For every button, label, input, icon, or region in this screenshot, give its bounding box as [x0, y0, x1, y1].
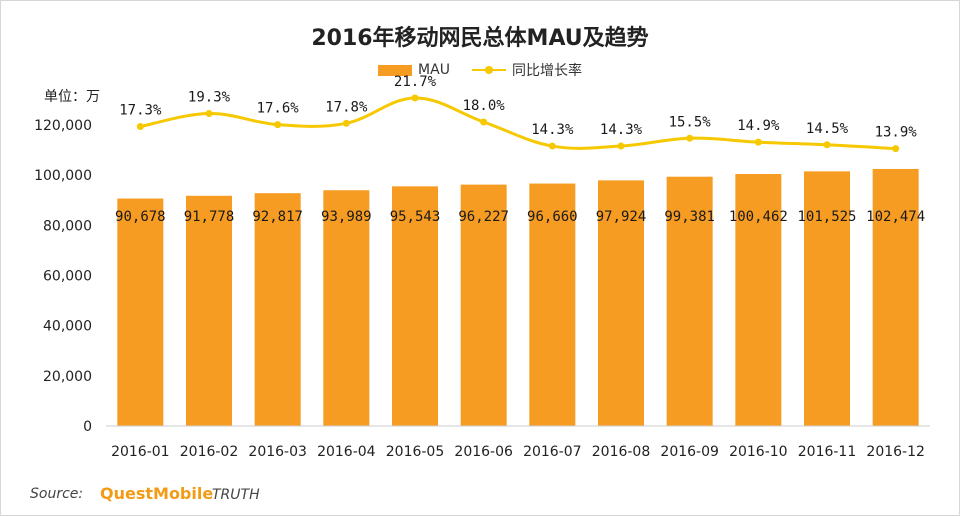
x-tick-label: 2016-01	[111, 444, 170, 460]
growth-point	[823, 141, 831, 149]
bar-value-label: 97,924	[596, 209, 647, 225]
bar	[117, 198, 164, 426]
y-tick-label: 60,000	[43, 269, 92, 285]
y-tick-label: 120,000	[34, 118, 92, 134]
growth-value-label: 14.3%	[531, 122, 574, 138]
chart-title: 2016年移动网民总体MAU及趋势	[311, 26, 649, 51]
bar	[460, 184, 507, 426]
y-tick-label: 40,000	[43, 319, 92, 335]
growth-point	[205, 110, 213, 118]
legend-label-growth: 同比增长率	[511, 63, 582, 79]
bar	[735, 174, 782, 426]
x-tick-label: 2016-12	[866, 444, 925, 460]
bar	[804, 171, 850, 426]
growth-point	[274, 121, 282, 129]
x-tick-label: 2016-05	[386, 444, 445, 460]
growth-point	[136, 123, 144, 131]
growth-point	[754, 138, 762, 146]
x-tick-label: 2016-08	[592, 444, 651, 460]
legend-swatch-bar	[378, 64, 413, 76]
bar-value-label: 100,462	[729, 209, 788, 225]
y-tick-label: 0	[83, 419, 92, 435]
bar	[323, 190, 370, 426]
growth-point	[480, 118, 488, 126]
y-tick-label: 80,000	[43, 218, 92, 234]
x-tick-label: 2016-10	[729, 444, 788, 460]
growth-value-label: 14.3%	[600, 122, 643, 138]
bar	[598, 180, 644, 426]
growth-value-label: 17.6%	[257, 101, 300, 117]
growth-point	[892, 145, 900, 153]
bar-value-label: 92,817	[252, 209, 303, 225]
y-tick-label: 20,000	[43, 369, 92, 385]
growth-point	[342, 119, 350, 127]
bar-value-label: 96,660	[527, 209, 578, 225]
bar-value-label: 91,778	[184, 209, 235, 225]
bar	[872, 168, 919, 426]
bar-value-label: 93,989	[321, 209, 372, 225]
growth-value-label: 19.3%	[188, 90, 231, 106]
growth-value-label: 21.7%	[394, 74, 437, 90]
bar	[529, 183, 576, 426]
legend-swatch-line	[471, 64, 506, 76]
x-tick-label: 2016-02	[180, 444, 239, 460]
growth-value-label: 17.8%	[325, 99, 368, 115]
growth-value-label: 17.3%	[119, 103, 162, 119]
growth-value-label: 14.9%	[737, 118, 780, 134]
legend-item-mau: MAU	[378, 62, 450, 78]
legend-label-mau: MAU	[418, 62, 450, 78]
bar-value-label: 99,381	[664, 209, 715, 225]
growth-point	[617, 142, 625, 150]
growth-point	[686, 134, 694, 142]
x-tick-label: 2016-07	[523, 444, 582, 460]
bar	[392, 186, 438, 426]
growth-value-label: 13.9%	[875, 125, 918, 141]
bar-value-label: 90,678	[115, 209, 166, 225]
x-tick-label: 2016-03	[248, 444, 307, 460]
bar	[254, 193, 301, 426]
x-tick-label: 2016-11	[798, 444, 857, 460]
growth-value-label: 18.0%	[463, 98, 506, 114]
bar-value-label: 102,474	[866, 209, 925, 225]
growth-point	[548, 142, 556, 150]
x-tick-label: 2016-09	[660, 444, 719, 460]
bar	[186, 195, 232, 426]
growth-value-label: 14.5%	[806, 121, 849, 137]
growth-series-line	[140, 96, 896, 151]
bar-value-label: 95,543	[390, 209, 441, 225]
x-tick-label: 2016-04	[317, 444, 376, 460]
growth-point	[411, 94, 419, 102]
bar-value-label: 96,227	[458, 209, 509, 225]
brand-suffix: TRUTH	[212, 487, 260, 503]
bar-value-label: 101,525	[797, 209, 856, 225]
y-tick-label: 100,000	[34, 168, 92, 184]
source-label: Source:	[30, 486, 84, 502]
legend-item-growth: 同比增长率	[471, 60, 582, 80]
legend: MAU 同比增长率	[0, 60, 960, 80]
x-tick-label: 2016-06	[454, 444, 513, 460]
unit-label: 单位：万	[44, 89, 100, 105]
bar	[666, 176, 713, 426]
brand-logo: QuestMobile	[100, 484, 214, 503]
growth-value-label: 15.5%	[669, 114, 712, 130]
